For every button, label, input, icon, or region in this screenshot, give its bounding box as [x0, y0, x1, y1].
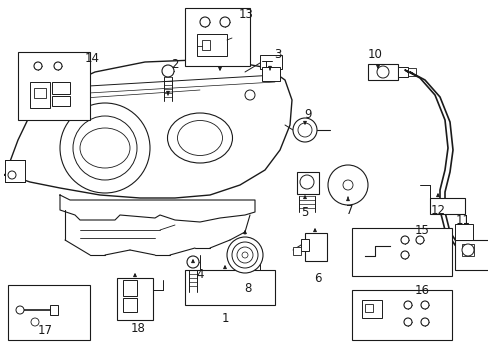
- Circle shape: [34, 62, 42, 70]
- Bar: [407, 68, 415, 76]
- Bar: [361, 300, 381, 318]
- Bar: [367, 64, 397, 80]
- Circle shape: [244, 90, 254, 100]
- Text: 10: 10: [367, 49, 382, 62]
- Text: 9: 9: [304, 108, 311, 122]
- Text: 11: 11: [454, 213, 469, 226]
- Bar: [351, 228, 451, 276]
- Bar: [35, 98, 50, 108]
- Circle shape: [400, 236, 408, 244]
- Bar: [184, 270, 274, 305]
- Bar: [197, 34, 226, 56]
- Circle shape: [31, 318, 39, 326]
- Bar: [305, 233, 326, 261]
- Text: 4: 4: [196, 269, 203, 282]
- Bar: [52, 96, 70, 106]
- Text: 12: 12: [429, 203, 445, 216]
- Bar: [18, 52, 90, 120]
- Text: 6: 6: [314, 271, 321, 284]
- Text: 5: 5: [301, 206, 308, 219]
- Text: 7: 7: [346, 203, 353, 216]
- Circle shape: [186, 256, 199, 268]
- Bar: [202, 40, 209, 50]
- Bar: [301, 239, 308, 251]
- Bar: [8, 285, 90, 340]
- Text: 14: 14: [84, 51, 99, 64]
- Text: 2: 2: [171, 58, 179, 72]
- Text: 17: 17: [38, 324, 52, 337]
- Circle shape: [8, 171, 16, 179]
- Bar: [52, 82, 70, 94]
- Bar: [117, 278, 153, 320]
- Circle shape: [237, 247, 252, 263]
- Bar: [30, 82, 50, 108]
- Text: 8: 8: [244, 282, 251, 294]
- Polygon shape: [5, 60, 291, 198]
- Bar: [184, 8, 249, 66]
- Circle shape: [220, 17, 229, 27]
- Circle shape: [400, 251, 408, 259]
- Circle shape: [403, 301, 411, 309]
- Circle shape: [342, 180, 352, 190]
- Bar: [351, 290, 451, 340]
- Text: 13: 13: [238, 8, 253, 21]
- Bar: [292, 247, 301, 255]
- Bar: [123, 298, 137, 312]
- Circle shape: [60, 103, 150, 193]
- Circle shape: [16, 306, 24, 314]
- Circle shape: [54, 62, 62, 70]
- Circle shape: [231, 242, 258, 268]
- Text: 16: 16: [414, 284, 428, 297]
- Circle shape: [162, 65, 174, 77]
- Polygon shape: [60, 195, 254, 222]
- Bar: [397, 67, 407, 77]
- Circle shape: [226, 237, 263, 273]
- Bar: [296, 172, 318, 194]
- Bar: [461, 244, 473, 256]
- Bar: [429, 198, 464, 214]
- Bar: [50, 305, 58, 315]
- Circle shape: [403, 318, 411, 326]
- Bar: [123, 280, 137, 296]
- Ellipse shape: [80, 128, 130, 168]
- Circle shape: [415, 236, 423, 244]
- Circle shape: [73, 116, 137, 180]
- Bar: [34, 88, 46, 98]
- Circle shape: [242, 252, 247, 258]
- Circle shape: [420, 318, 428, 326]
- Circle shape: [461, 244, 473, 256]
- Ellipse shape: [177, 121, 222, 156]
- Bar: [454, 240, 488, 270]
- Ellipse shape: [167, 113, 232, 163]
- Circle shape: [297, 123, 311, 137]
- Bar: [260, 55, 282, 69]
- Bar: [364, 304, 372, 312]
- Bar: [454, 224, 472, 240]
- Circle shape: [420, 301, 428, 309]
- Text: 3: 3: [274, 49, 281, 62]
- Text: 1: 1: [221, 311, 228, 324]
- Text: 15: 15: [414, 224, 428, 237]
- Circle shape: [327, 165, 367, 205]
- Bar: [5, 160, 25, 182]
- Bar: [262, 67, 280, 81]
- Text: 18: 18: [130, 321, 145, 334]
- Circle shape: [292, 118, 316, 142]
- Circle shape: [200, 17, 209, 27]
- Circle shape: [299, 175, 313, 189]
- Circle shape: [376, 66, 388, 78]
